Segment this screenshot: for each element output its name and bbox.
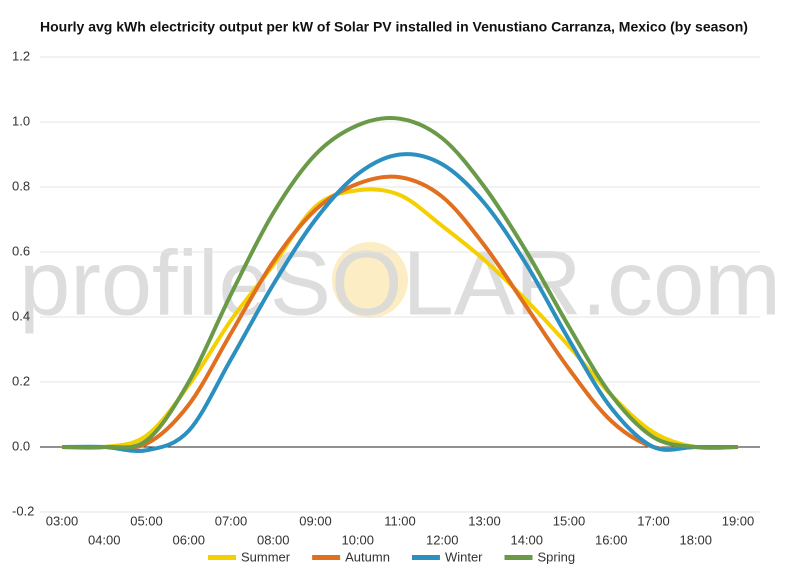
x-tick-label: 07:00	[215, 513, 248, 528]
x-tick-label: 05:00	[130, 513, 163, 528]
legend-swatch	[504, 555, 533, 560]
legend-swatch	[208, 555, 236, 560]
x-tick-label: 08:00	[257, 532, 290, 547]
y-tick-label: 0.6	[12, 243, 30, 258]
x-tick-label: 06:00	[172, 532, 205, 547]
x-tick-label: 04:00	[88, 532, 121, 547]
x-tick-label: 18:00	[679, 532, 712, 547]
x-tick-label: 03:00	[46, 513, 79, 528]
x-tick-label: 12:00	[426, 532, 459, 547]
legend-label: Winter	[445, 549, 483, 564]
legend-swatch	[312, 555, 341, 560]
legend-label: Summer	[241, 549, 291, 564]
x-tick-label: 11:00	[384, 513, 416, 528]
y-tick-label: 0.0	[12, 438, 30, 453]
y-tick-label: 1.0	[12, 113, 30, 128]
series-line	[61, 174, 738, 451]
legend-swatch	[411, 555, 440, 560]
y-tick-label: -0.2	[12, 503, 34, 518]
y-tick-label: 1.2	[12, 48, 30, 63]
x-tick-label: 17:00	[637, 513, 670, 528]
x-tick-label: 09:00	[299, 513, 332, 528]
y-tick-label: 0.2	[12, 373, 30, 388]
y-tick-label: 0.4	[12, 308, 30, 323]
lines	[61, 116, 739, 453]
y-tick-label: 0.8	[12, 178, 30, 193]
watermark: profileSOLAR.com	[19, 232, 781, 334]
x-tick-label: 16:00	[595, 532, 628, 547]
x-tick-label: 14:00	[510, 532, 543, 547]
x-tick-label: 13:00	[468, 513, 501, 528]
x-tick-label: 19:00	[722, 513, 755, 528]
series-line	[61, 152, 738, 453]
watermark-sun	[332, 242, 408, 318]
legend-label: Autumn	[345, 549, 390, 564]
series-line	[61, 116, 739, 450]
x-tick-label: 10:00	[341, 532, 374, 547]
x-tick-label: 15:00	[553, 513, 586, 528]
chart-title: Hourly avg kWh electricity output per kW…	[40, 19, 748, 35]
legend-label: Spring	[538, 549, 576, 564]
